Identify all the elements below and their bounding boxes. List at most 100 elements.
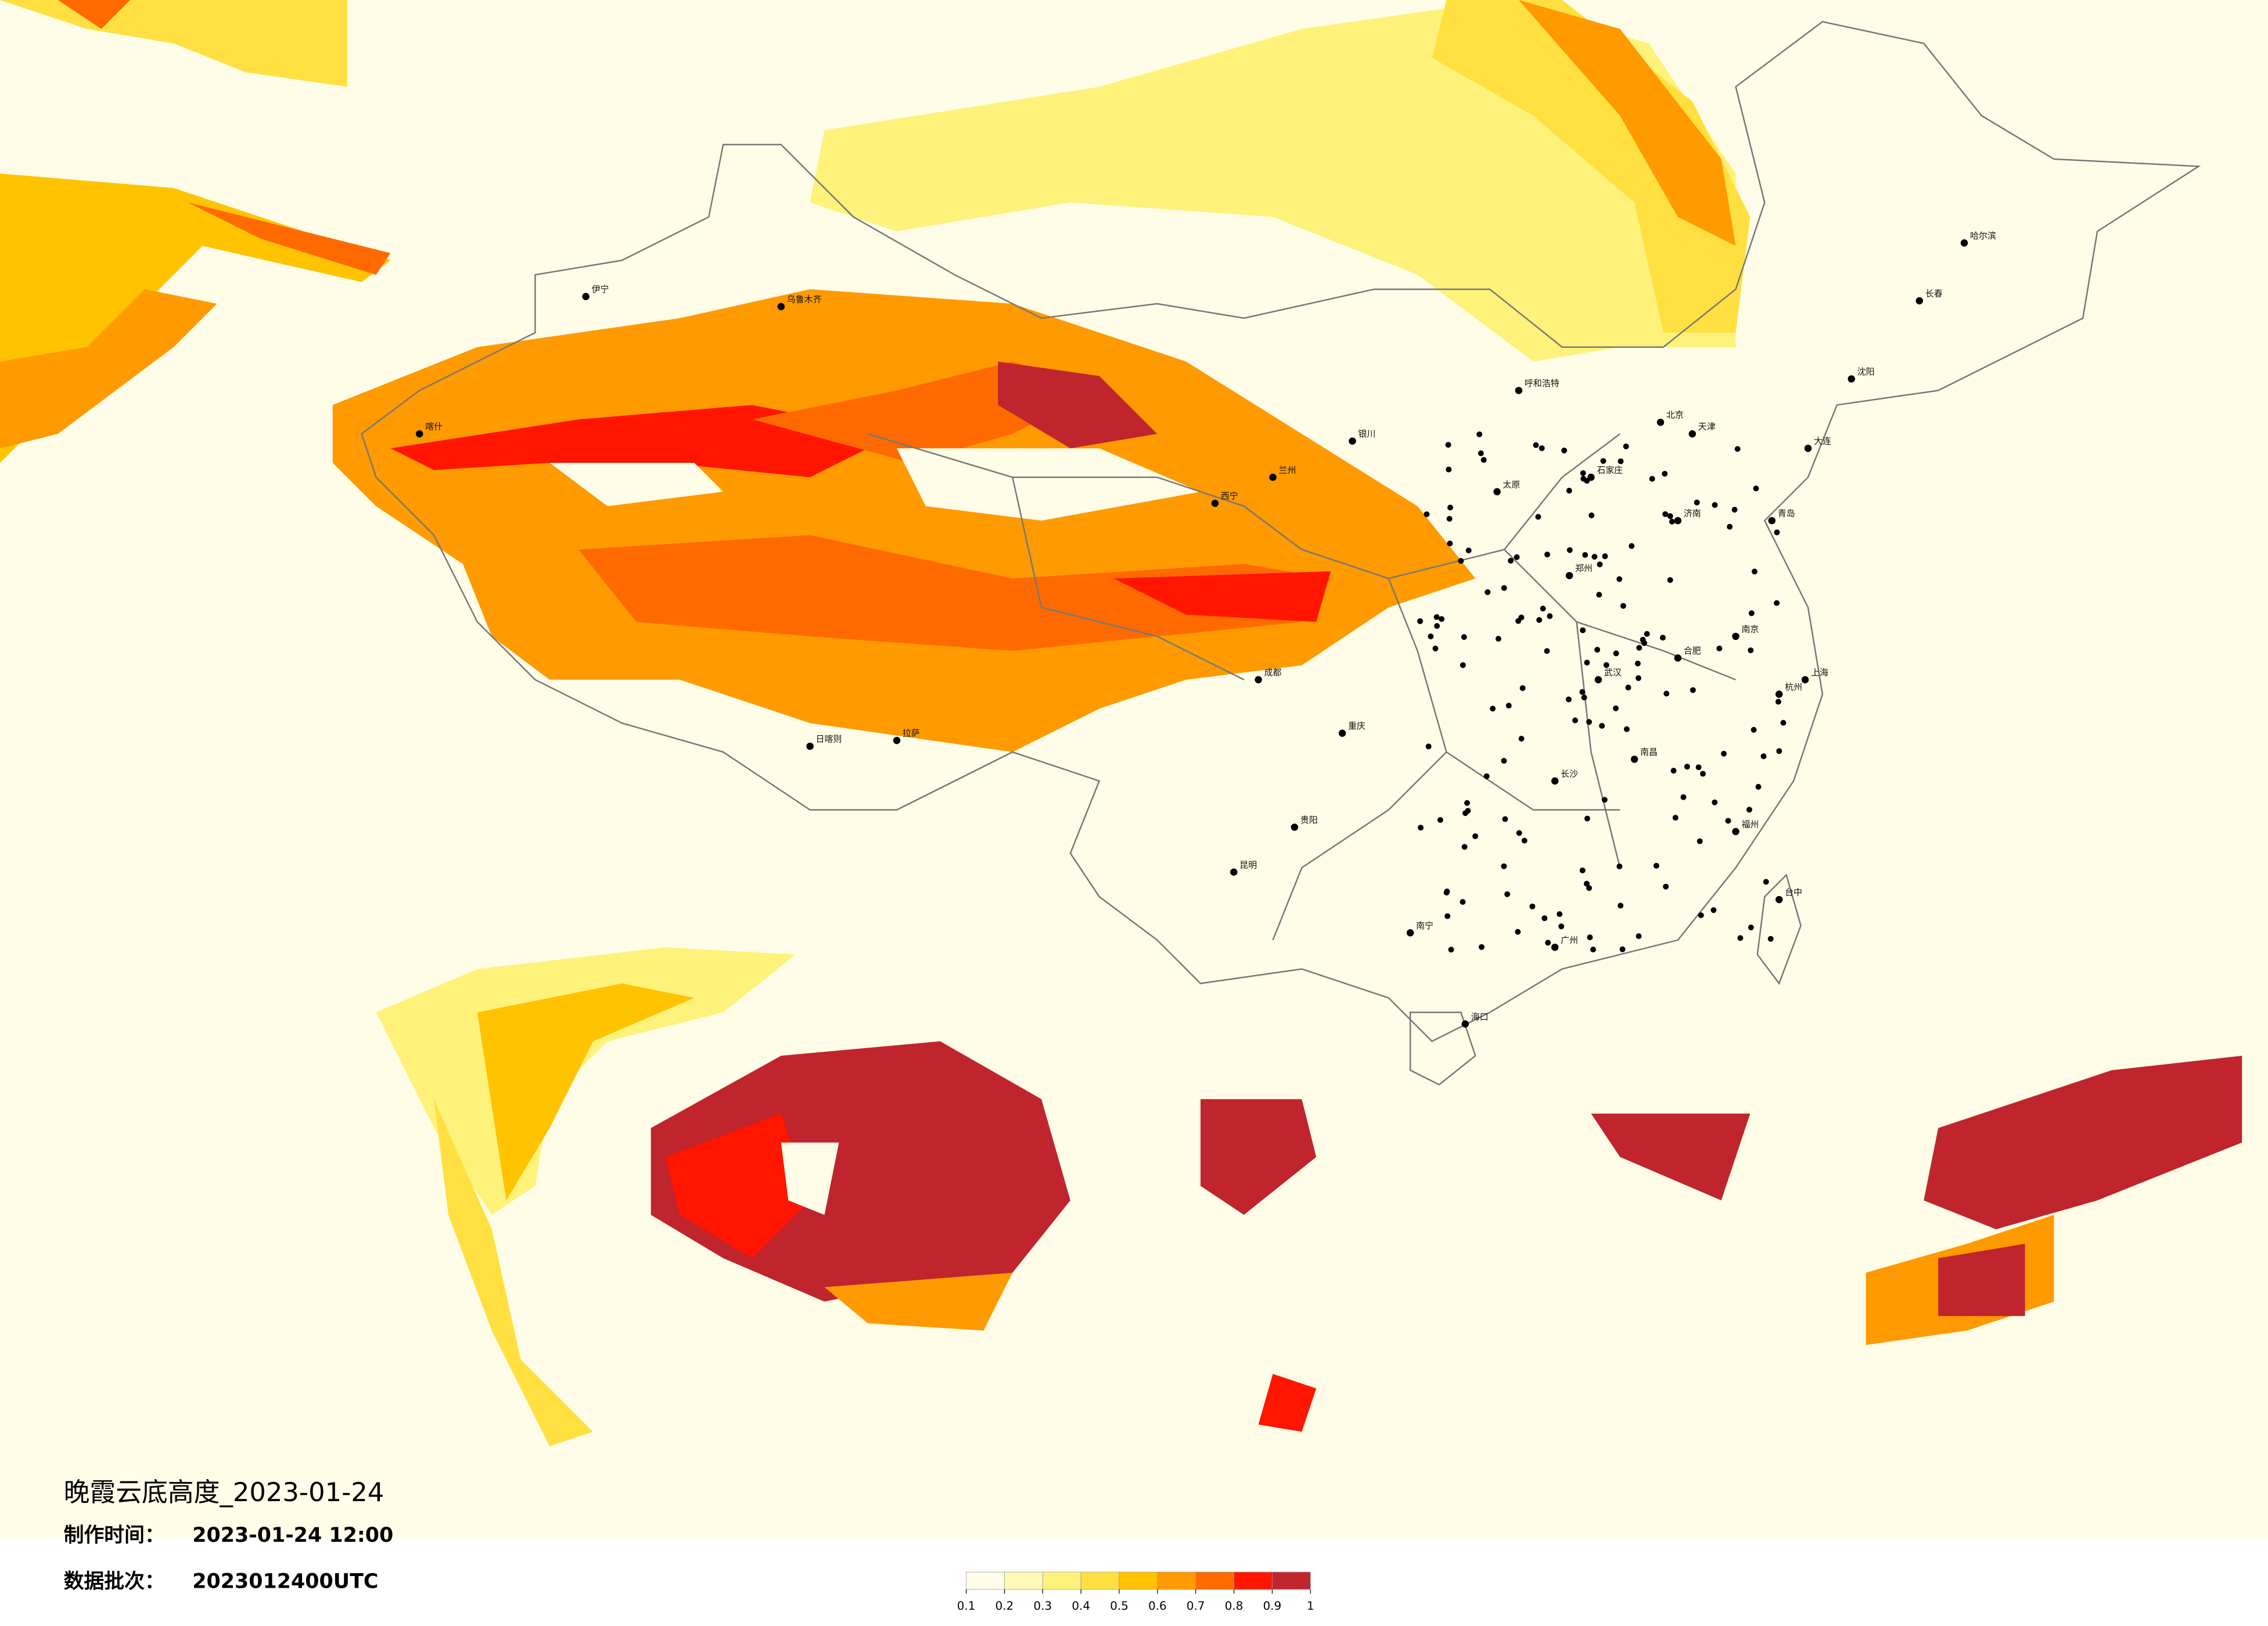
city-dot <box>1710 907 1717 913</box>
title: 晚霞云底高度_2023-01-24 <box>64 1477 384 1508</box>
city-dot <box>1502 816 1508 822</box>
city-dot <box>1551 944 1559 951</box>
city-label: 长沙 <box>1561 768 1578 779</box>
city-dot <box>1616 576 1623 582</box>
city-label: 台中 <box>1785 887 1802 898</box>
city-dot <box>1663 883 1669 890</box>
city-dot <box>1755 783 1762 790</box>
info-label: 制作时间： <box>64 1524 165 1547</box>
city-dot <box>1583 880 1590 887</box>
city-dot <box>1590 947 1596 953</box>
legend-swatch <box>1234 1571 1273 1590</box>
legend-tick-label: 0.6 <box>1148 1599 1167 1613</box>
city-dot <box>1444 913 1451 919</box>
city-dot <box>1748 647 1754 653</box>
city-label: 南宁 <box>1416 920 1433 931</box>
city-dot <box>1620 603 1626 609</box>
city-dot <box>1508 557 1514 564</box>
city-dot <box>1594 676 1602 684</box>
city-label: 沈阳 <box>1857 366 1875 377</box>
city-dot <box>1504 891 1511 897</box>
city-dot <box>1580 476 1587 482</box>
city-dot <box>415 430 423 438</box>
city-label: 重庆 <box>1348 721 1365 731</box>
city-dot <box>1640 636 1646 643</box>
city-label: 广州 <box>1561 935 1578 945</box>
city-dot <box>1596 592 1602 598</box>
city-dot <box>1712 502 1718 508</box>
city-dot <box>1417 618 1424 624</box>
city-dot <box>1483 773 1490 779</box>
city-dot <box>1579 689 1586 695</box>
city-dot <box>1460 899 1466 905</box>
city-dot <box>1732 828 1739 836</box>
city-dot <box>1690 687 1696 693</box>
city-dot <box>1558 923 1565 930</box>
city-dot <box>1501 863 1507 869</box>
city-dot <box>1672 815 1678 821</box>
city-dot <box>1663 690 1670 697</box>
city-label: 济南 <box>1684 508 1701 519</box>
city-dot <box>1541 915 1548 922</box>
city-dot <box>1775 895 1783 904</box>
city-dot <box>1634 660 1641 667</box>
legend-tick-label: 0.5 <box>1110 1599 1128 1613</box>
city-label: 上海 <box>1811 667 1828 678</box>
city-dot <box>1674 517 1682 524</box>
city-dot <box>1565 696 1572 703</box>
city-dot <box>1547 613 1553 619</box>
city-dot <box>1478 450 1484 456</box>
city-label: 成都 <box>1264 667 1282 678</box>
city-dot <box>1700 771 1706 777</box>
city-dot <box>1586 719 1593 725</box>
city-dot <box>1338 729 1346 737</box>
city-dot <box>1653 862 1659 869</box>
city-dot <box>1458 557 1464 564</box>
city-dot <box>1591 553 1598 560</box>
city-label: 南昌 <box>1640 747 1658 757</box>
info-value: 2023012400UTC <box>192 1570 378 1593</box>
city-dot <box>1447 505 1453 510</box>
city-dot <box>1255 676 1262 684</box>
city-dot <box>1476 431 1483 437</box>
legend-swatch <box>1080 1571 1120 1590</box>
city-dot <box>1732 632 1739 641</box>
city-dot <box>1478 944 1485 950</box>
city-dot <box>1446 516 1453 522</box>
city-label: 拉萨 <box>903 728 920 739</box>
legend-swatch <box>1042 1571 1081 1590</box>
city-label: 海口 <box>1471 1012 1489 1022</box>
city-dot <box>1495 635 1501 642</box>
city-dot <box>1586 885 1593 891</box>
city-dot <box>1670 768 1677 774</box>
city-dot <box>1588 512 1595 519</box>
city-dot <box>1684 764 1690 770</box>
city-dot <box>806 742 814 750</box>
city-dot <box>1734 446 1741 452</box>
legend-tick-label: 0.2 <box>995 1599 1014 1613</box>
city-dot <box>1519 685 1526 691</box>
city-dot <box>1674 654 1682 662</box>
city-dot <box>1501 585 1507 591</box>
city-dot <box>1349 437 1356 445</box>
city-dot <box>1698 912 1704 919</box>
city-dot <box>1572 717 1579 724</box>
city-dot <box>1630 756 1638 763</box>
city-label: 天津 <box>1698 422 1716 432</box>
city-dot <box>1780 720 1787 726</box>
city-dot <box>1428 633 1434 639</box>
cloud-fields <box>0 0 2242 1447</box>
city-dot <box>1580 470 1586 476</box>
city-dot <box>1662 511 1669 517</box>
city-dot <box>1425 743 1432 750</box>
city-dot <box>1915 297 1924 305</box>
city-dot <box>1291 823 1299 831</box>
city-dot <box>1695 764 1702 771</box>
city-dot <box>1433 614 1440 620</box>
boundaries <box>361 21 2201 1086</box>
city-label: 武汉 <box>1604 667 1622 678</box>
city-dot <box>1623 726 1630 732</box>
city-dot <box>1460 662 1466 668</box>
city-dot <box>1464 800 1470 806</box>
